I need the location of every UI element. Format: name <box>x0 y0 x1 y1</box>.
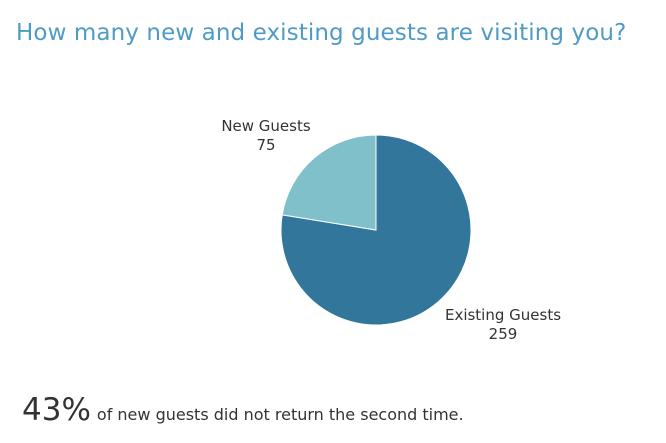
existing-guests-data-label: Existing Guests 259 <box>432 306 574 344</box>
pie-slice-existing-guests[interactable] <box>280 134 472 326</box>
return-rate-percent: 43% <box>22 392 91 428</box>
existing-guests-label-value: 259 <box>488 325 518 343</box>
return-rate-text: of new guests did not return the second … <box>96 405 464 424</box>
existing-guests-label-name: Existing Guests <box>444 306 562 324</box>
pie-slices <box>280 134 472 326</box>
new-guests-label-name: New Guests <box>221 117 311 135</box>
new-guests-label-value: 75 <box>256 136 276 154</box>
pie-slice-new-guests[interactable] <box>281 134 377 231</box>
new-guests-data-label: New Guests 75 <box>210 117 322 155</box>
page-title: How many new and existing guests are vis… <box>16 20 627 46</box>
insight-footer: 43% of new guests did not return the seco… <box>22 392 464 428</box>
